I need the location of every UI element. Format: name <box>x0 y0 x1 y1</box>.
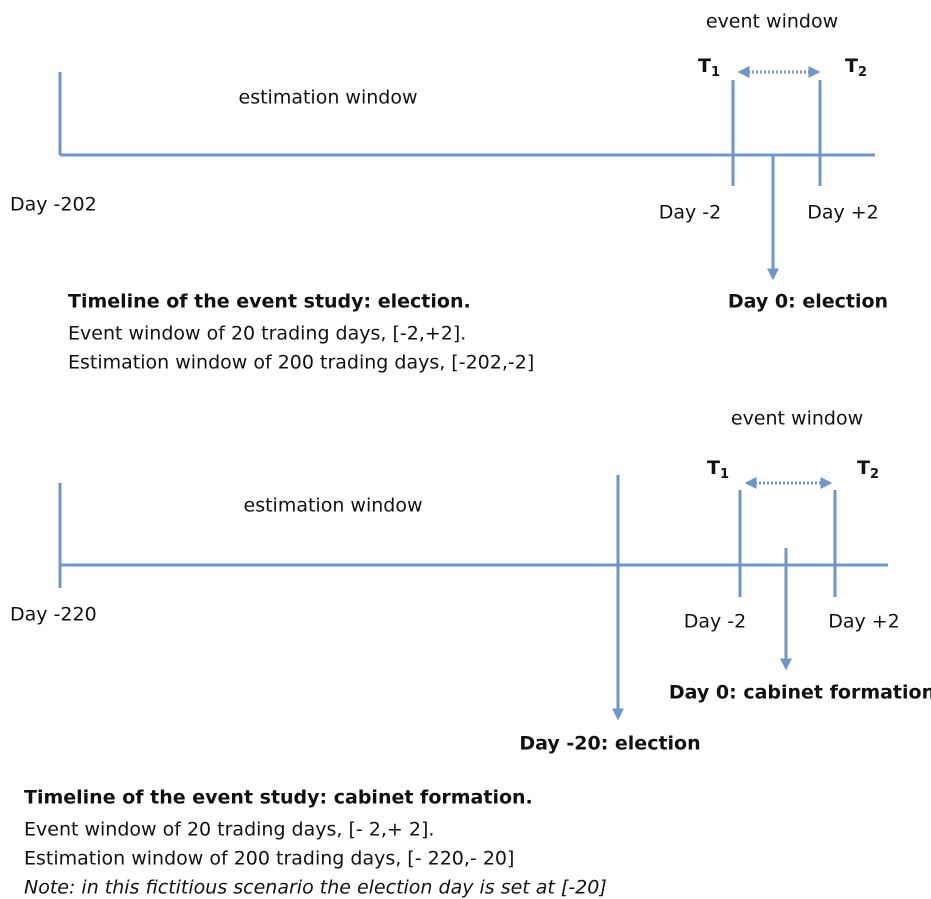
t2-label: T2 <box>857 457 879 482</box>
caption-note: Note: in this fictitious scenario the el… <box>24 877 607 899</box>
event-window-label: event window <box>731 408 863 430</box>
caption-line: Estimation window of 200 trading days, [… <box>24 848 514 870</box>
caption-line: Event window of 20 trading days, [-2,+2]… <box>68 323 466 345</box>
caption-title: Timeline of the event study: election. <box>68 291 471 313</box>
day0-label: Day 0: cabinet formation <box>669 682 931 704</box>
minus-label: Day -2 <box>684 611 747 633</box>
day0-label: Day 0: election <box>728 291 888 313</box>
timeline-bottom: event window T1 T2 estimation window Day… <box>10 408 931 899</box>
estimation-window-label: estimation window <box>239 87 418 109</box>
caption-title: Timeline of the event study: cabinet for… <box>24 787 533 809</box>
event-window-label: event window <box>706 11 838 33</box>
plus-label: Day +2 <box>807 202 879 224</box>
caption-line: Event window of 20 trading days, [- 2,+ … <box>24 819 434 841</box>
caption-line: Estimation window of 200 trading days, [… <box>68 352 534 374</box>
election-label: Day -20: election <box>519 733 700 755</box>
start-label: Day -202 <box>10 194 97 216</box>
timeline-top: event window T1 T2 estimation window Day… <box>10 11 888 374</box>
t1-label: T1 <box>707 457 729 482</box>
minus-label: Day -2 <box>659 202 722 224</box>
plus-label: Day +2 <box>828 611 900 633</box>
t2-label: T2 <box>845 55 867 80</box>
estimation-window-label: estimation window <box>244 495 423 517</box>
start-label: Day -220 <box>10 604 97 626</box>
t1-label: T1 <box>698 55 720 80</box>
